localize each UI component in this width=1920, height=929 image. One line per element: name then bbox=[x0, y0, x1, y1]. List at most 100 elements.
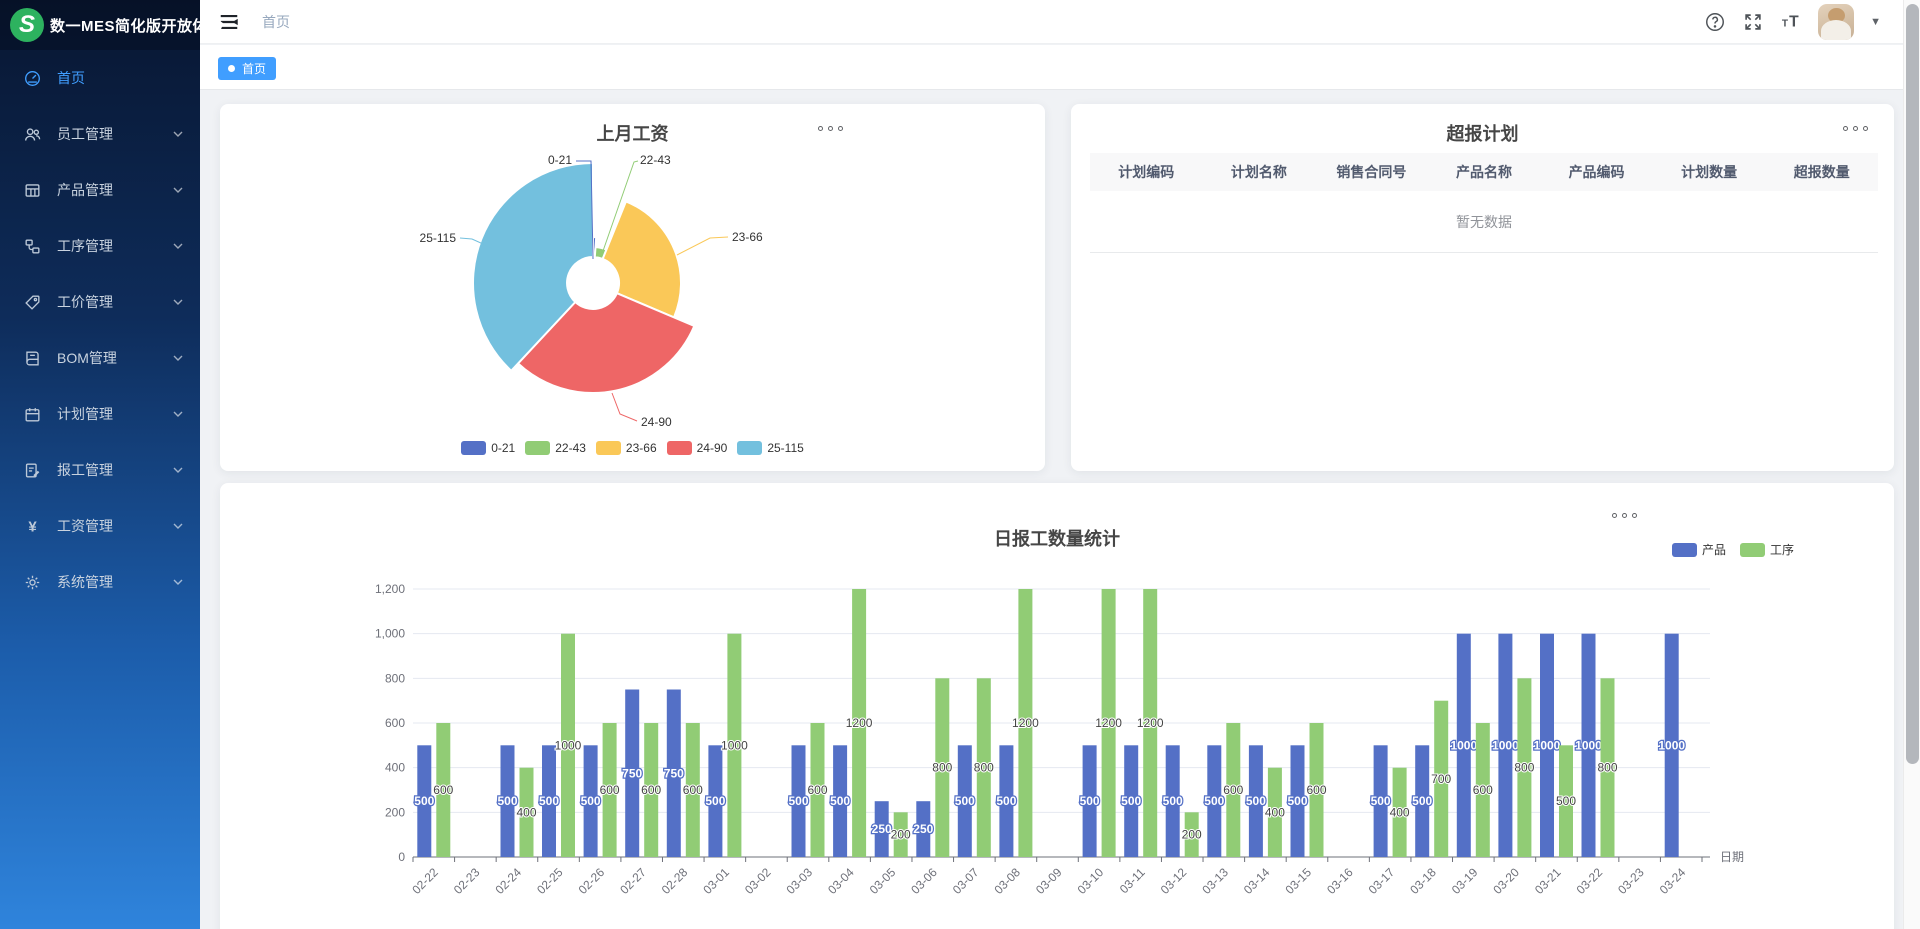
bar-工序-03-13[interactable] bbox=[1226, 723, 1241, 857]
bar-工序-03-01[interactable] bbox=[727, 633, 742, 857]
legend-label: 24-90 bbox=[696, 441, 728, 455]
pie-slice-23-66[interactable] bbox=[601, 200, 682, 319]
bar-产品-02-25[interactable] bbox=[542, 745, 556, 857]
sidebar-item-process[interactable]: 工序管理 bbox=[0, 218, 200, 274]
legend-item[interactable]: 0-21 bbox=[461, 441, 515, 455]
bar-工序-03-19[interactable] bbox=[1475, 723, 1490, 857]
fullscreen-icon[interactable] bbox=[1742, 11, 1764, 33]
scrollbar-thumb[interactable] bbox=[1906, 4, 1919, 764]
bar-产品-03-20[interactable] bbox=[1498, 633, 1513, 857]
bar-产品-03-15[interactable] bbox=[1290, 745, 1305, 857]
more-options-icon[interactable] bbox=[1843, 126, 1868, 131]
bar-value-label: 200 bbox=[1182, 828, 1202, 842]
bar-value-label: 500 bbox=[497, 794, 517, 808]
sidebar-item-label: 工序管理 bbox=[57, 238, 113, 254]
bar-工序-03-20[interactable] bbox=[1517, 678, 1532, 857]
sidebar-item-price[interactable]: 工价管理 bbox=[0, 274, 200, 330]
legend-item[interactable]: 产品 bbox=[1671, 541, 1726, 558]
bar-value-label: 500 bbox=[1163, 794, 1183, 808]
sidebar-item-employee[interactable]: 员工管理 bbox=[0, 106, 200, 162]
bar-工序-03-06[interactable] bbox=[935, 678, 950, 857]
breadcrumb[interactable]: 首页 bbox=[262, 13, 290, 30]
bar-产品-02-26[interactable] bbox=[583, 745, 598, 857]
sidebar-item-plan[interactable]: 计划管理 bbox=[0, 386, 200, 442]
sidebar-item-system[interactable]: 系统管理 bbox=[0, 554, 200, 610]
font-size-icon[interactable]: T T bbox=[1780, 11, 1802, 33]
sidebar-item-label: 计划管理 bbox=[57, 406, 113, 422]
bar-工序-03-11[interactable] bbox=[1143, 589, 1158, 857]
bar-产品-03-14[interactable] bbox=[1248, 745, 1263, 857]
legend-item[interactable]: 24-90 bbox=[666, 441, 728, 455]
bar-产品-03-07[interactable] bbox=[957, 745, 972, 857]
bar-产品-02-28[interactable] bbox=[666, 689, 681, 858]
bar-工序-03-03[interactable] bbox=[810, 723, 825, 857]
bar-工序-03-22[interactable] bbox=[1600, 678, 1615, 857]
sidebar-item-product[interactable]: 产品管理 bbox=[0, 162, 200, 218]
bar-产品-03-11[interactable] bbox=[1124, 745, 1139, 857]
chevron-down-icon bbox=[172, 576, 184, 588]
more-options-icon[interactable] bbox=[1612, 513, 1637, 518]
bar-工序-03-10[interactable] bbox=[1101, 589, 1116, 857]
bar-产品-02-22[interactable] bbox=[417, 745, 432, 857]
sidebar-item-work-report[interactable]: 报工管理 bbox=[0, 442, 200, 498]
sidebar-item-bom[interactable]: BOM管理 bbox=[0, 330, 200, 386]
bar-工序-03-14[interactable] bbox=[1267, 767, 1282, 857]
bar-工序-03-05[interactable] bbox=[893, 812, 908, 857]
sidebar-item-home[interactable]: 首页 bbox=[0, 50, 200, 106]
bar-产品-03-03[interactable] bbox=[791, 745, 806, 857]
pie-slice-label: 23-66 bbox=[732, 230, 763, 244]
bar-工序-02-22[interactable] bbox=[436, 723, 451, 857]
bar-value-label: 600 bbox=[1306, 783, 1326, 797]
legend-item[interactable]: 工序 bbox=[1739, 541, 1794, 558]
legend-item[interactable]: 25-115 bbox=[737, 441, 804, 455]
bar-产品-03-13[interactable] bbox=[1207, 745, 1222, 857]
bar-工序-02-28[interactable] bbox=[685, 723, 700, 857]
bar-value-label: 750 bbox=[664, 766, 684, 780]
bar-产品-02-27[interactable] bbox=[625, 689, 640, 858]
bar-产品-03-10[interactable] bbox=[1082, 745, 1097, 857]
chevron-down-icon[interactable]: ▼ bbox=[1870, 16, 1881, 28]
bar-工序-03-07[interactable] bbox=[976, 678, 991, 857]
bar-工序-02-27[interactable] bbox=[644, 723, 659, 857]
user-avatar[interactable] bbox=[1818, 4, 1855, 40]
pie-label-line bbox=[576, 160, 594, 260]
chevron-down-icon bbox=[172, 128, 184, 140]
bar-产品-02-24[interactable] bbox=[500, 745, 515, 857]
collapse-sidebar-icon[interactable] bbox=[218, 11, 240, 33]
sidebar-item-salary[interactable]: ¥ 工资管理 bbox=[0, 498, 200, 554]
bar-工序-02-26[interactable] bbox=[602, 723, 617, 857]
bar-工序-03-21[interactable] bbox=[1559, 745, 1573, 857]
bar-工序-03-04[interactable] bbox=[852, 589, 867, 857]
bar-工序-03-17[interactable] bbox=[1392, 767, 1407, 857]
bar-产品-03-22[interactable] bbox=[1581, 633, 1596, 857]
bar-工序-02-24[interactable] bbox=[519, 767, 534, 857]
bar-产品-03-17[interactable] bbox=[1373, 745, 1388, 857]
x-axis-tick-label: 03-16 bbox=[1324, 865, 1356, 897]
bar-产品-03-04[interactable] bbox=[833, 745, 848, 857]
salary-icon: ¥ bbox=[22, 516, 42, 536]
bar-工序-03-18[interactable] bbox=[1434, 700, 1449, 857]
bar-产品-03-05[interactable] bbox=[874, 801, 889, 857]
legend-item[interactable]: 22-43 bbox=[525, 441, 586, 455]
legend-label: 22-43 bbox=[555, 441, 586, 455]
bar-产品-03-01[interactable] bbox=[708, 745, 723, 857]
bar-工序-02-25[interactable] bbox=[561, 633, 575, 857]
legend-item[interactable]: 23-66 bbox=[595, 441, 657, 455]
bar-工序-03-08[interactable] bbox=[1018, 589, 1033, 857]
bar-产品-03-08[interactable] bbox=[999, 745, 1014, 857]
pie-slice-24-90[interactable] bbox=[517, 292, 696, 394]
help-icon[interactable] bbox=[1704, 11, 1726, 33]
bar-产品-03-12[interactable] bbox=[1165, 745, 1180, 857]
more-options-icon[interactable] bbox=[818, 126, 843, 131]
bar-工序-03-12[interactable] bbox=[1184, 812, 1199, 857]
pie-slice-25-115[interactable] bbox=[472, 162, 594, 372]
bar-产品-03-24[interactable] bbox=[1664, 633, 1679, 857]
bar-产品-03-21[interactable] bbox=[1540, 633, 1554, 857]
tab-home[interactable]: 首页 bbox=[218, 57, 277, 80]
bar-工序-03-15[interactable] bbox=[1309, 723, 1324, 857]
x-axis-tick-label: 03-07 bbox=[950, 865, 982, 897]
chevron-down-icon bbox=[172, 296, 184, 308]
bar-产品-03-06[interactable] bbox=[916, 801, 931, 857]
bar-产品-03-18[interactable] bbox=[1415, 745, 1430, 857]
bar-产品-03-19[interactable] bbox=[1456, 633, 1471, 857]
